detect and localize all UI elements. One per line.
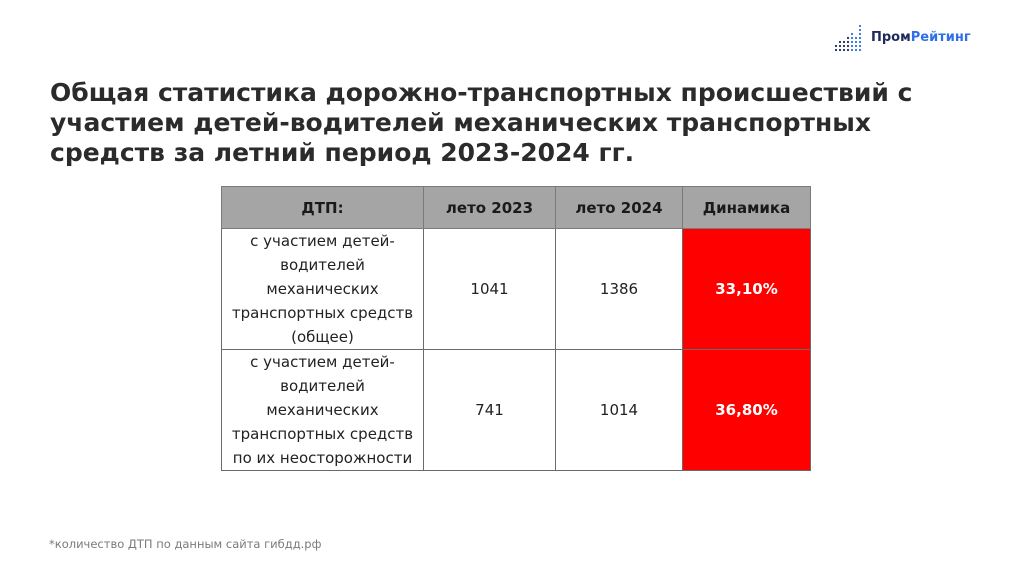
brand-name: ПромРейтинг	[871, 30, 971, 45]
source-footnote: *количество ДТП по данным сайта гибдд.рф	[49, 537, 322, 551]
value-2024: 1014	[555, 349, 683, 471]
header-accidents: ДТП:	[221, 186, 424, 229]
brand-name-part1: Пром	[871, 29, 911, 45]
value-2024: 1386	[555, 228, 683, 350]
statistics-table: ДТП: лето 2023 лето 2024 Динамика с учас…	[221, 186, 811, 471]
table-row: с участием детей-водителей механических …	[221, 228, 811, 350]
table-row: с участием детей-водителей механических …	[221, 349, 811, 471]
row-label: с участием детей-водителей механических …	[221, 349, 424, 471]
value-2023: 1041	[423, 228, 556, 350]
header-summer-2023: лето 2023	[423, 186, 556, 229]
page-title: Общая статистика дорожно-транспортных пр…	[50, 78, 913, 167]
brand-name-part2: Рейтинг	[910, 29, 971, 45]
brand-logo: ПромРейтинг	[834, 22, 971, 52]
dynamics-value: 33,10%	[682, 228, 811, 350]
bar-dots-icon	[834, 24, 862, 52]
value-2023: 741	[423, 349, 556, 471]
dynamics-value: 36,80%	[682, 349, 811, 471]
header-dynamics: Динамика	[682, 186, 811, 229]
header-summer-2024: лето 2024	[555, 186, 683, 229]
row-label: с участием детей-водителей механических …	[221, 228, 424, 350]
table-header-row: ДТП: лето 2023 лето 2024 Динамика	[221, 186, 811, 229]
